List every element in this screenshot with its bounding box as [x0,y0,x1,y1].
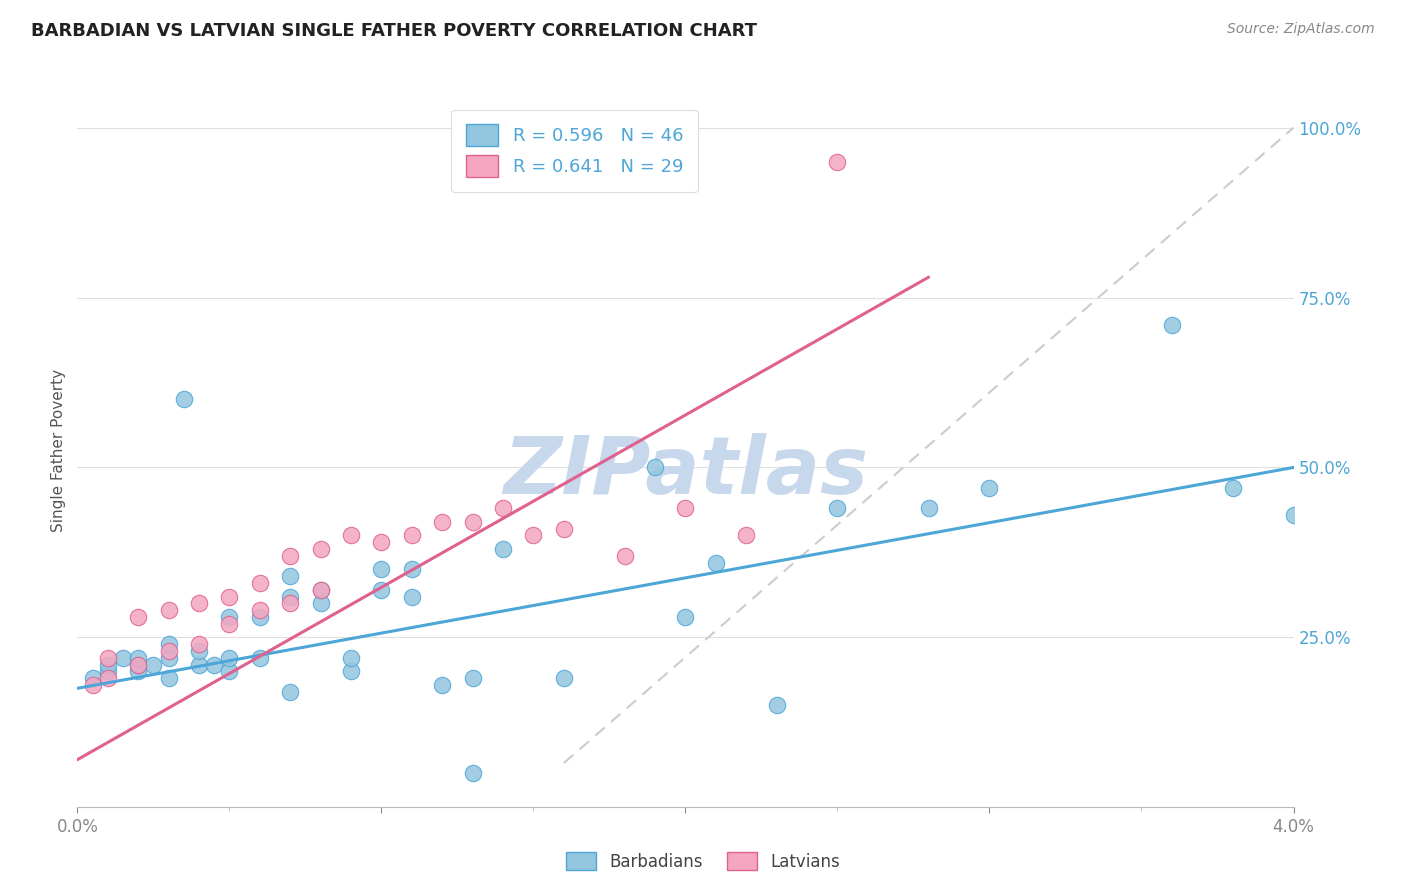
Point [461,671,484,685]
Point [218,610,240,624]
Point [97,650,120,665]
Point [157,671,180,685]
Point [704,556,727,570]
Point [735,528,758,542]
Point [522,528,544,542]
Point [430,678,453,692]
Point [218,665,240,679]
Point [613,549,636,563]
Point [157,644,180,658]
Point [157,603,180,617]
Point [827,501,849,516]
Legend: R = 0.596   N = 46, R = 0.641   N = 29: R = 0.596 N = 46, R = 0.641 N = 29 [451,110,697,192]
Legend: Barbadians, Latvians: Barbadians, Latvians [557,844,849,880]
Point [127,610,149,624]
Point [1222,481,1244,495]
Point [127,657,149,672]
Point [97,671,120,685]
Point [188,637,211,651]
Point [827,154,849,169]
Point [249,650,271,665]
Point [111,650,134,665]
Point [918,501,941,516]
Point [127,665,149,679]
Point [82,678,104,692]
Point [188,644,211,658]
Point [173,392,195,407]
Point [249,610,271,624]
Point [309,596,332,610]
Point [157,637,180,651]
Point [765,698,787,713]
Point [157,650,180,665]
Point [278,549,301,563]
Point [644,460,666,475]
Point [370,582,392,597]
Point [340,665,363,679]
Point [675,501,697,516]
Point [127,650,149,665]
Point [97,665,120,679]
Point [309,582,332,597]
Point [218,590,240,604]
Point [309,541,332,556]
Point [278,569,301,583]
Point [675,610,697,624]
Point [249,603,271,617]
Point [188,596,211,610]
Point [401,590,423,604]
Point [82,671,104,685]
Point [553,522,575,536]
Point [278,596,301,610]
Point [340,528,363,542]
Point [142,657,165,672]
Point [492,541,515,556]
Point [401,528,423,542]
Point [278,590,301,604]
Point [401,562,423,576]
Text: ZIPatlas: ZIPatlas [503,433,868,511]
Point [979,481,1001,495]
Point [202,657,225,672]
Point [461,766,484,780]
Point [309,582,332,597]
Text: Source: ZipAtlas.com: Source: ZipAtlas.com [1227,22,1375,37]
Point [370,535,392,549]
Point [278,684,301,698]
Point [492,501,515,516]
Point [370,562,392,576]
Point [461,515,484,529]
Point [97,657,120,672]
Point [1282,508,1305,522]
Y-axis label: Single Father Poverty: Single Father Poverty [51,369,66,532]
Point [127,657,149,672]
Point [218,650,240,665]
Text: BARBADIAN VS LATVIAN SINGLE FATHER POVERTY CORRELATION CHART: BARBADIAN VS LATVIAN SINGLE FATHER POVER… [31,22,756,40]
Point [430,515,453,529]
Point [188,657,211,672]
Point [553,671,575,685]
Point [218,616,240,631]
Point [1160,318,1182,332]
Point [340,650,363,665]
Point [249,576,271,591]
